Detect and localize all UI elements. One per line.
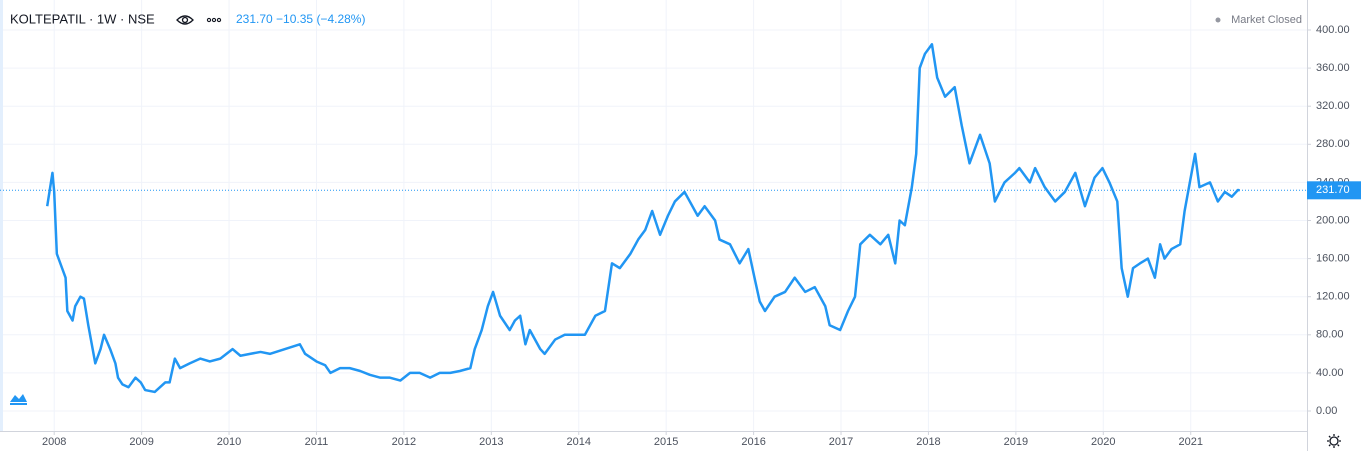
y-tick-label: 200.00 (1316, 214, 1350, 226)
x-tick-label: 2013 (479, 436, 503, 448)
y-tick-label: 400.00 (1316, 24, 1350, 36)
symbol: KOLTEPATIL · 1W · NSE (10, 11, 155, 26)
y-tick-label: 320.00 (1316, 100, 1350, 112)
x-tick-label: 2020 (1091, 436, 1115, 448)
eye-icon[interactable] (176, 15, 194, 25)
change-pct: (−4.28%) (316, 12, 365, 26)
price-tag-label: 231.70 (1316, 184, 1350, 196)
y-tick-label: 40.00 (1316, 367, 1344, 379)
y-tick-label: 0.00 (1316, 405, 1337, 417)
y-tick-label: 120.00 (1316, 291, 1350, 303)
price-line (45, 43, 1240, 394)
settings-icon[interactable] (1327, 434, 1341, 448)
price: 231.70 (236, 12, 273, 26)
x-tick-label: 2010 (217, 436, 241, 448)
x-tick-label: 2014 (567, 436, 591, 448)
logo[interactable] (10, 394, 27, 405)
y-tick-label: 80.00 (1316, 329, 1344, 341)
price-tag (1307, 181, 1361, 200)
x-tick-label: 2017 (829, 436, 853, 448)
x-tick-label: 2018 (916, 436, 940, 448)
quote: 231.70 −10.35 (−4.28%) (236, 12, 365, 26)
market-status: Market Closed (1231, 14, 1302, 26)
x-tick-label: 2009 (129, 436, 153, 448)
x-tick-label: 2011 (305, 436, 329, 448)
y-tick-label: 360.00 (1316, 62, 1350, 74)
status-dot (1215, 17, 1221, 23)
x-tick-label: 2016 (741, 436, 765, 448)
x-tick-label: 2012 (392, 436, 416, 448)
change: −10.35 (276, 12, 313, 26)
x-tick-label: 2008 (42, 436, 66, 448)
y-tick-label: 280.00 (1316, 138, 1350, 150)
left-edge (0, 0, 3, 431)
x-tick-label: 2015 (654, 436, 678, 448)
more-icon[interactable] (206, 17, 222, 23)
y-tick-label: 160.00 (1316, 253, 1350, 265)
x-tick-label: 2019 (1004, 436, 1028, 448)
x-tick-label: 2021 (1178, 436, 1202, 448)
